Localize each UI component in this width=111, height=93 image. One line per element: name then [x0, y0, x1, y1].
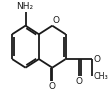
Text: O: O	[49, 82, 56, 91]
Text: O: O	[93, 55, 100, 64]
Text: O: O	[75, 77, 82, 86]
Text: CH₃: CH₃	[93, 72, 108, 81]
Text: NH₂: NH₂	[16, 2, 33, 11]
Text: O: O	[53, 16, 60, 25]
